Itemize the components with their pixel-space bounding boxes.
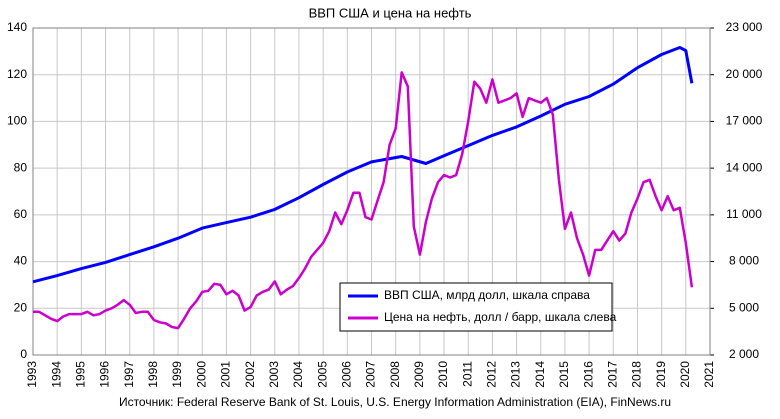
x-tick-label: 1995 — [74, 361, 88, 388]
y-tick-label: 100 — [7, 114, 27, 128]
x-tick-label: 2021 — [702, 361, 716, 388]
legend-box — [339, 282, 613, 332]
x-tick-label: 2017 — [605, 361, 619, 388]
x-tick-label: 2001 — [219, 361, 233, 388]
x-tick-label: 2020 — [678, 361, 692, 388]
x-tick-label: 2015 — [557, 361, 571, 388]
x-tick-label: 2000 — [194, 361, 208, 388]
x-tick-label: 2003 — [267, 361, 281, 388]
y2-tick-label: 17 000 — [726, 114, 763, 128]
legend-label: Цена на нефть, долл / барр, шкала слева — [384, 310, 617, 324]
y-tick-label: 120 — [7, 67, 27, 81]
y2-tick-label: 2 000 — [729, 347, 759, 361]
chart-title: ВВП США и цена на нефть — [309, 5, 472, 20]
y2-tick-label: 5 000 — [729, 300, 759, 314]
y-tick-label: 80 — [14, 160, 28, 174]
x-tick-label: 1996 — [98, 361, 112, 388]
x-tick-label: 1997 — [122, 361, 136, 388]
x-tick-label: 1994 — [49, 361, 63, 388]
y-tick-label: 20 — [14, 300, 28, 314]
legend-label: ВВП США, млрд долл, шкала справа — [384, 288, 590, 302]
x-tick-label: 2014 — [533, 361, 547, 388]
y-tick-label: 140 — [7, 20, 27, 34]
y2-tick-label: 20 000 — [726, 67, 763, 81]
y2-tick-label: 14 000 — [726, 160, 763, 174]
x-tick-label: 1993 — [25, 361, 39, 388]
y2-tick-label: 11 000 — [726, 207, 762, 221]
x-tick-label: 2009 — [412, 361, 426, 388]
x-tick-label: 2011 — [460, 361, 474, 387]
x-tick-label: 2005 — [315, 361, 329, 388]
x-tick-label: 2016 — [581, 361, 595, 388]
x-tick-label: 2018 — [630, 361, 644, 388]
x-tick-label: 2007 — [364, 361, 378, 388]
y2-tick-label: 8 000 — [729, 254, 759, 268]
x-tick-label: 2002 — [243, 361, 257, 388]
y-tick-label: 40 — [14, 254, 28, 268]
y2-tick-label: 23 000 — [726, 20, 763, 34]
x-tick-label: 1999 — [170, 361, 184, 388]
x-tick-label: 2019 — [654, 361, 668, 388]
x-tick-label: 2012 — [485, 361, 499, 388]
x-tick-label: 2008 — [388, 361, 402, 388]
x-tick-label: 2010 — [436, 361, 450, 388]
x-tick-label: 2006 — [339, 361, 353, 388]
x-tick-label: 2004 — [291, 361, 305, 388]
x-tick-label: 1998 — [146, 361, 160, 388]
source: Источник: Federal Reserve Bank of St. Lo… — [119, 395, 671, 409]
plot-border — [32, 27, 711, 356]
line-series — [33, 71, 694, 330]
x-tick-label: 2013 — [509, 361, 523, 388]
y-tick-label: 60 — [14, 207, 28, 221]
y-tick-label: 0 — [20, 347, 27, 361]
